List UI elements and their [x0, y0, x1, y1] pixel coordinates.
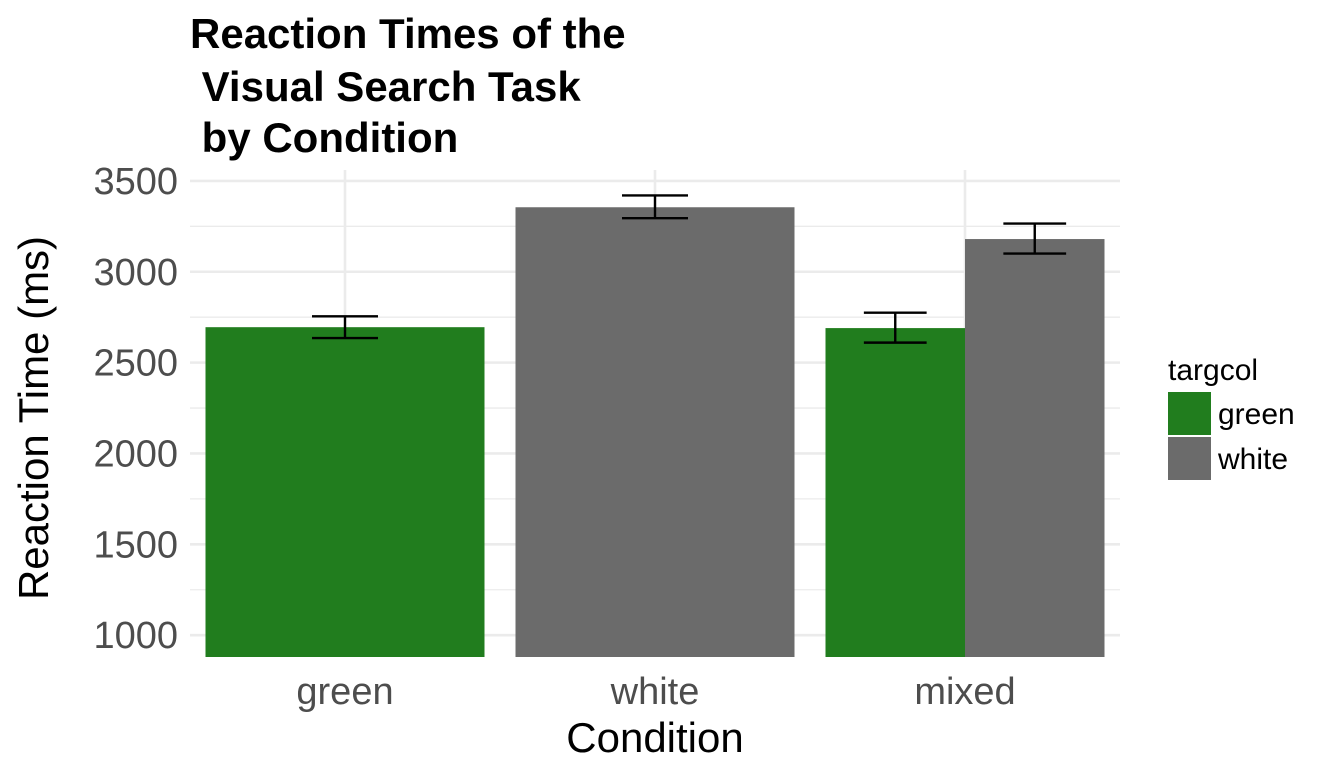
bar-mixed-white — [965, 239, 1105, 657]
legend-swatch — [1168, 437, 1211, 480]
x-tick-label: white — [610, 671, 700, 713]
error-bar-green-green — [312, 315, 378, 340]
legend-swatch — [1168, 392, 1211, 435]
bar-green-green — [205, 327, 485, 657]
chart-title: Reaction Times of the Visual Search Task… — [190, 10, 626, 161]
y-axis-title: Reaction Time (ms) — [10, 236, 57, 600]
y-tick-label: 1500 — [93, 524, 178, 566]
legend-label: green — [1218, 398, 1295, 431]
chart-title-line-3: by Condition — [190, 114, 458, 161]
x-axis-title: Condition — [566, 714, 743, 761]
chart-title-line-1: Reaction Times of the — [190, 10, 626, 57]
y-tick-label: 2500 — [93, 343, 178, 385]
legend-label: white — [1217, 443, 1288, 476]
bars — [205, 207, 1105, 657]
legend: targcol green white — [1168, 354, 1295, 480]
error-bars — [312, 194, 1067, 344]
y-tick-label: 3000 — [93, 252, 178, 294]
y-tick-label: 2000 — [93, 433, 178, 475]
error-bar-mixed-white — [1003, 222, 1067, 255]
legend-item-green: green — [1168, 392, 1295, 435]
error-bar-white-white — [622, 194, 688, 220]
legend-item-white: white — [1168, 437, 1288, 480]
bar-white-white — [515, 207, 795, 657]
x-tick-label: green — [296, 671, 393, 713]
y-tick-label: 3500 — [93, 161, 178, 203]
y-tick-label: 1000 — [93, 615, 178, 657]
y-axis-ticks: 1000 1500 2000 2500 3000 3500 — [93, 161, 178, 657]
bar-mixed-green — [825, 328, 965, 657]
chart-title-line-2: Visual Search Task — [190, 63, 581, 110]
error-bar-mixed-green — [863, 311, 927, 344]
legend-title: targcol — [1168, 354, 1258, 387]
x-tick-label: mixed — [914, 671, 1015, 713]
x-axis-ticks: green white mixed — [296, 671, 1015, 713]
